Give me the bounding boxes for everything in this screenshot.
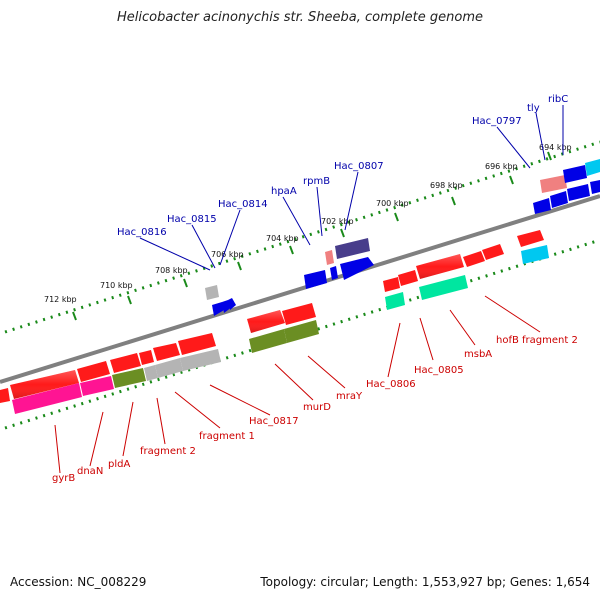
label-hofB-fragment-2: hofB fragment 2	[496, 335, 578, 346]
accession-label: Accession: NC_008229	[10, 575, 147, 589]
label-murD: murD	[303, 402, 331, 413]
top-strand-features	[205, 159, 600, 316]
scale-label-704: 704 kbp	[266, 234, 299, 243]
scale-label-712: 712 kbp	[44, 295, 77, 304]
gene-blue-2	[550, 191, 568, 208]
gene-red-l5	[77, 361, 110, 382]
gene-red-l7	[0, 388, 10, 403]
label-fragment-2: fragment 2	[140, 446, 196, 457]
gene-olive-m2	[284, 320, 319, 343]
gene-rpmB-block	[325, 250, 334, 265]
gene-gray-l2	[155, 358, 183, 378]
gene-gray-l1	[180, 349, 221, 371]
scale-label-698: 698 kbp	[430, 181, 463, 190]
gene-teal-2	[385, 292, 405, 310]
label-Hac_0814: Hac_0814	[218, 199, 268, 210]
gene-arrow-blue-1	[212, 302, 226, 316]
scale-label-710: 710 kbp	[100, 281, 133, 290]
gene-red-r5	[398, 270, 418, 286]
label-Hac_0816: Hac_0816	[117, 227, 167, 238]
gene-hpaA-block	[340, 257, 374, 280]
scale-label-706: 706 kbp	[211, 250, 244, 259]
gene-olive-l1	[112, 368, 146, 388]
genome-backbone	[0, 194, 600, 384]
label-Hac_0817: Hac_0817	[249, 416, 299, 427]
gene-red-l1	[178, 333, 216, 355]
label-pldA: pldA	[108, 459, 130, 470]
gene-blue-4	[590, 180, 600, 194]
gene-red-m2	[282, 303, 316, 325]
gene-red-l2	[153, 343, 180, 361]
label-rpmB: rpmB	[303, 176, 330, 187]
outer-scale-track	[4, 140, 600, 334]
genome-title: Helicobacter acinonychis str. Sheeba, co…	[116, 10, 483, 25]
gene-cyan-top	[585, 159, 600, 176]
gene-teal-1	[419, 275, 468, 300]
scale-label-694: 694 kbp	[539, 143, 572, 152]
gene-red-r3	[463, 251, 485, 267]
label-hpaA: hpaA	[271, 186, 297, 197]
gene-olive-m1	[249, 329, 287, 353]
gene-red-r6	[383, 277, 400, 292]
gene-Hac_0807-block	[335, 238, 370, 259]
scale-label-708: 708 kbp	[155, 266, 188, 275]
label-msbA: msbA	[464, 349, 492, 360]
gene-gray-small	[205, 285, 219, 300]
gene-red-r1	[517, 230, 544, 247]
gene-red-r2	[482, 244, 504, 260]
scale-label-700: 700 kbp	[376, 199, 409, 208]
label-ribC: ribC	[548, 94, 568, 105]
label-dnaN: dnaN	[77, 466, 103, 477]
label-Hac_0805: Hac_0805	[414, 365, 464, 376]
scale-label-702: 702 kbp	[321, 217, 354, 226]
label-Hac_0797: Hac_0797	[472, 116, 522, 127]
gene-red-l4	[110, 353, 141, 373]
gene-tly-block	[563, 165, 587, 183]
label-gyrB: gyrB	[52, 473, 75, 484]
gene-Hac_0814-block	[304, 270, 327, 289]
gene-blue-1	[533, 198, 551, 214]
label-fragment-1: fragment 1	[199, 431, 255, 442]
scale-label-696: 696 kbp	[485, 162, 518, 171]
label-Hac_0807: Hac_0807	[334, 161, 384, 172]
gene-cyan-r1	[521, 245, 549, 264]
topology-label: Topology: circular; Length: 1,553,927 bp…	[260, 575, 590, 589]
gene-blue-small	[330, 266, 338, 280]
top-callouts	[139, 105, 564, 271]
outer-ticks	[72, 151, 552, 321]
bottom-callouts	[54, 295, 541, 474]
gene-arrow-blue-3	[228, 298, 236, 310]
gene-red-l3	[139, 350, 154, 365]
gene-gray-l3	[144, 365, 158, 381]
gene-pink-l1	[80, 376, 114, 396]
label-Hac_0806: Hac_0806	[366, 379, 416, 390]
label-mraY: mraY	[336, 391, 363, 402]
gene-pink-l2	[12, 383, 82, 414]
gene-ribC-block	[540, 175, 567, 193]
feature-shading	[10, 254, 464, 399]
label-tly: tly	[527, 103, 540, 114]
gene-blue-3	[567, 184, 590, 201]
label-Hac_0815: Hac_0815	[167, 214, 217, 225]
